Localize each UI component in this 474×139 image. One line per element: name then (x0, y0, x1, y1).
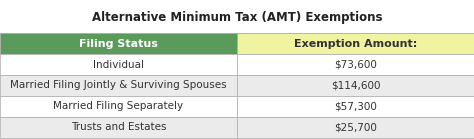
Text: Individual: Individual (93, 60, 144, 70)
Bar (237, 75, 474, 96)
Bar (0, 75, 237, 96)
Text: Married Filing Jointly & Surviving Spouses: Married Filing Jointly & Surviving Spous… (10, 80, 227, 90)
Text: Filing Status: Filing Status (79, 39, 158, 49)
Text: $57,300: $57,300 (334, 101, 377, 111)
Bar (0, 33, 237, 54)
Bar (237, 54, 474, 75)
Bar (0, 96, 237, 117)
Text: $73,600: $73,600 (334, 60, 377, 70)
Bar (237, 117, 474, 138)
Text: Married Filing Separately: Married Filing Separately (54, 101, 183, 111)
Bar (0, 117, 237, 138)
Bar (0, 54, 237, 75)
Bar (237, 96, 474, 117)
Text: $25,700: $25,700 (334, 122, 377, 132)
Bar (237, 33, 474, 54)
Text: $114,600: $114,600 (331, 80, 380, 90)
Text: Trusts and Estates: Trusts and Estates (71, 122, 166, 132)
Text: Exemption Amount:: Exemption Amount: (294, 39, 417, 49)
Text: Alternative Minimum Tax (AMT) Exemptions: Alternative Minimum Tax (AMT) Exemptions (92, 11, 382, 24)
